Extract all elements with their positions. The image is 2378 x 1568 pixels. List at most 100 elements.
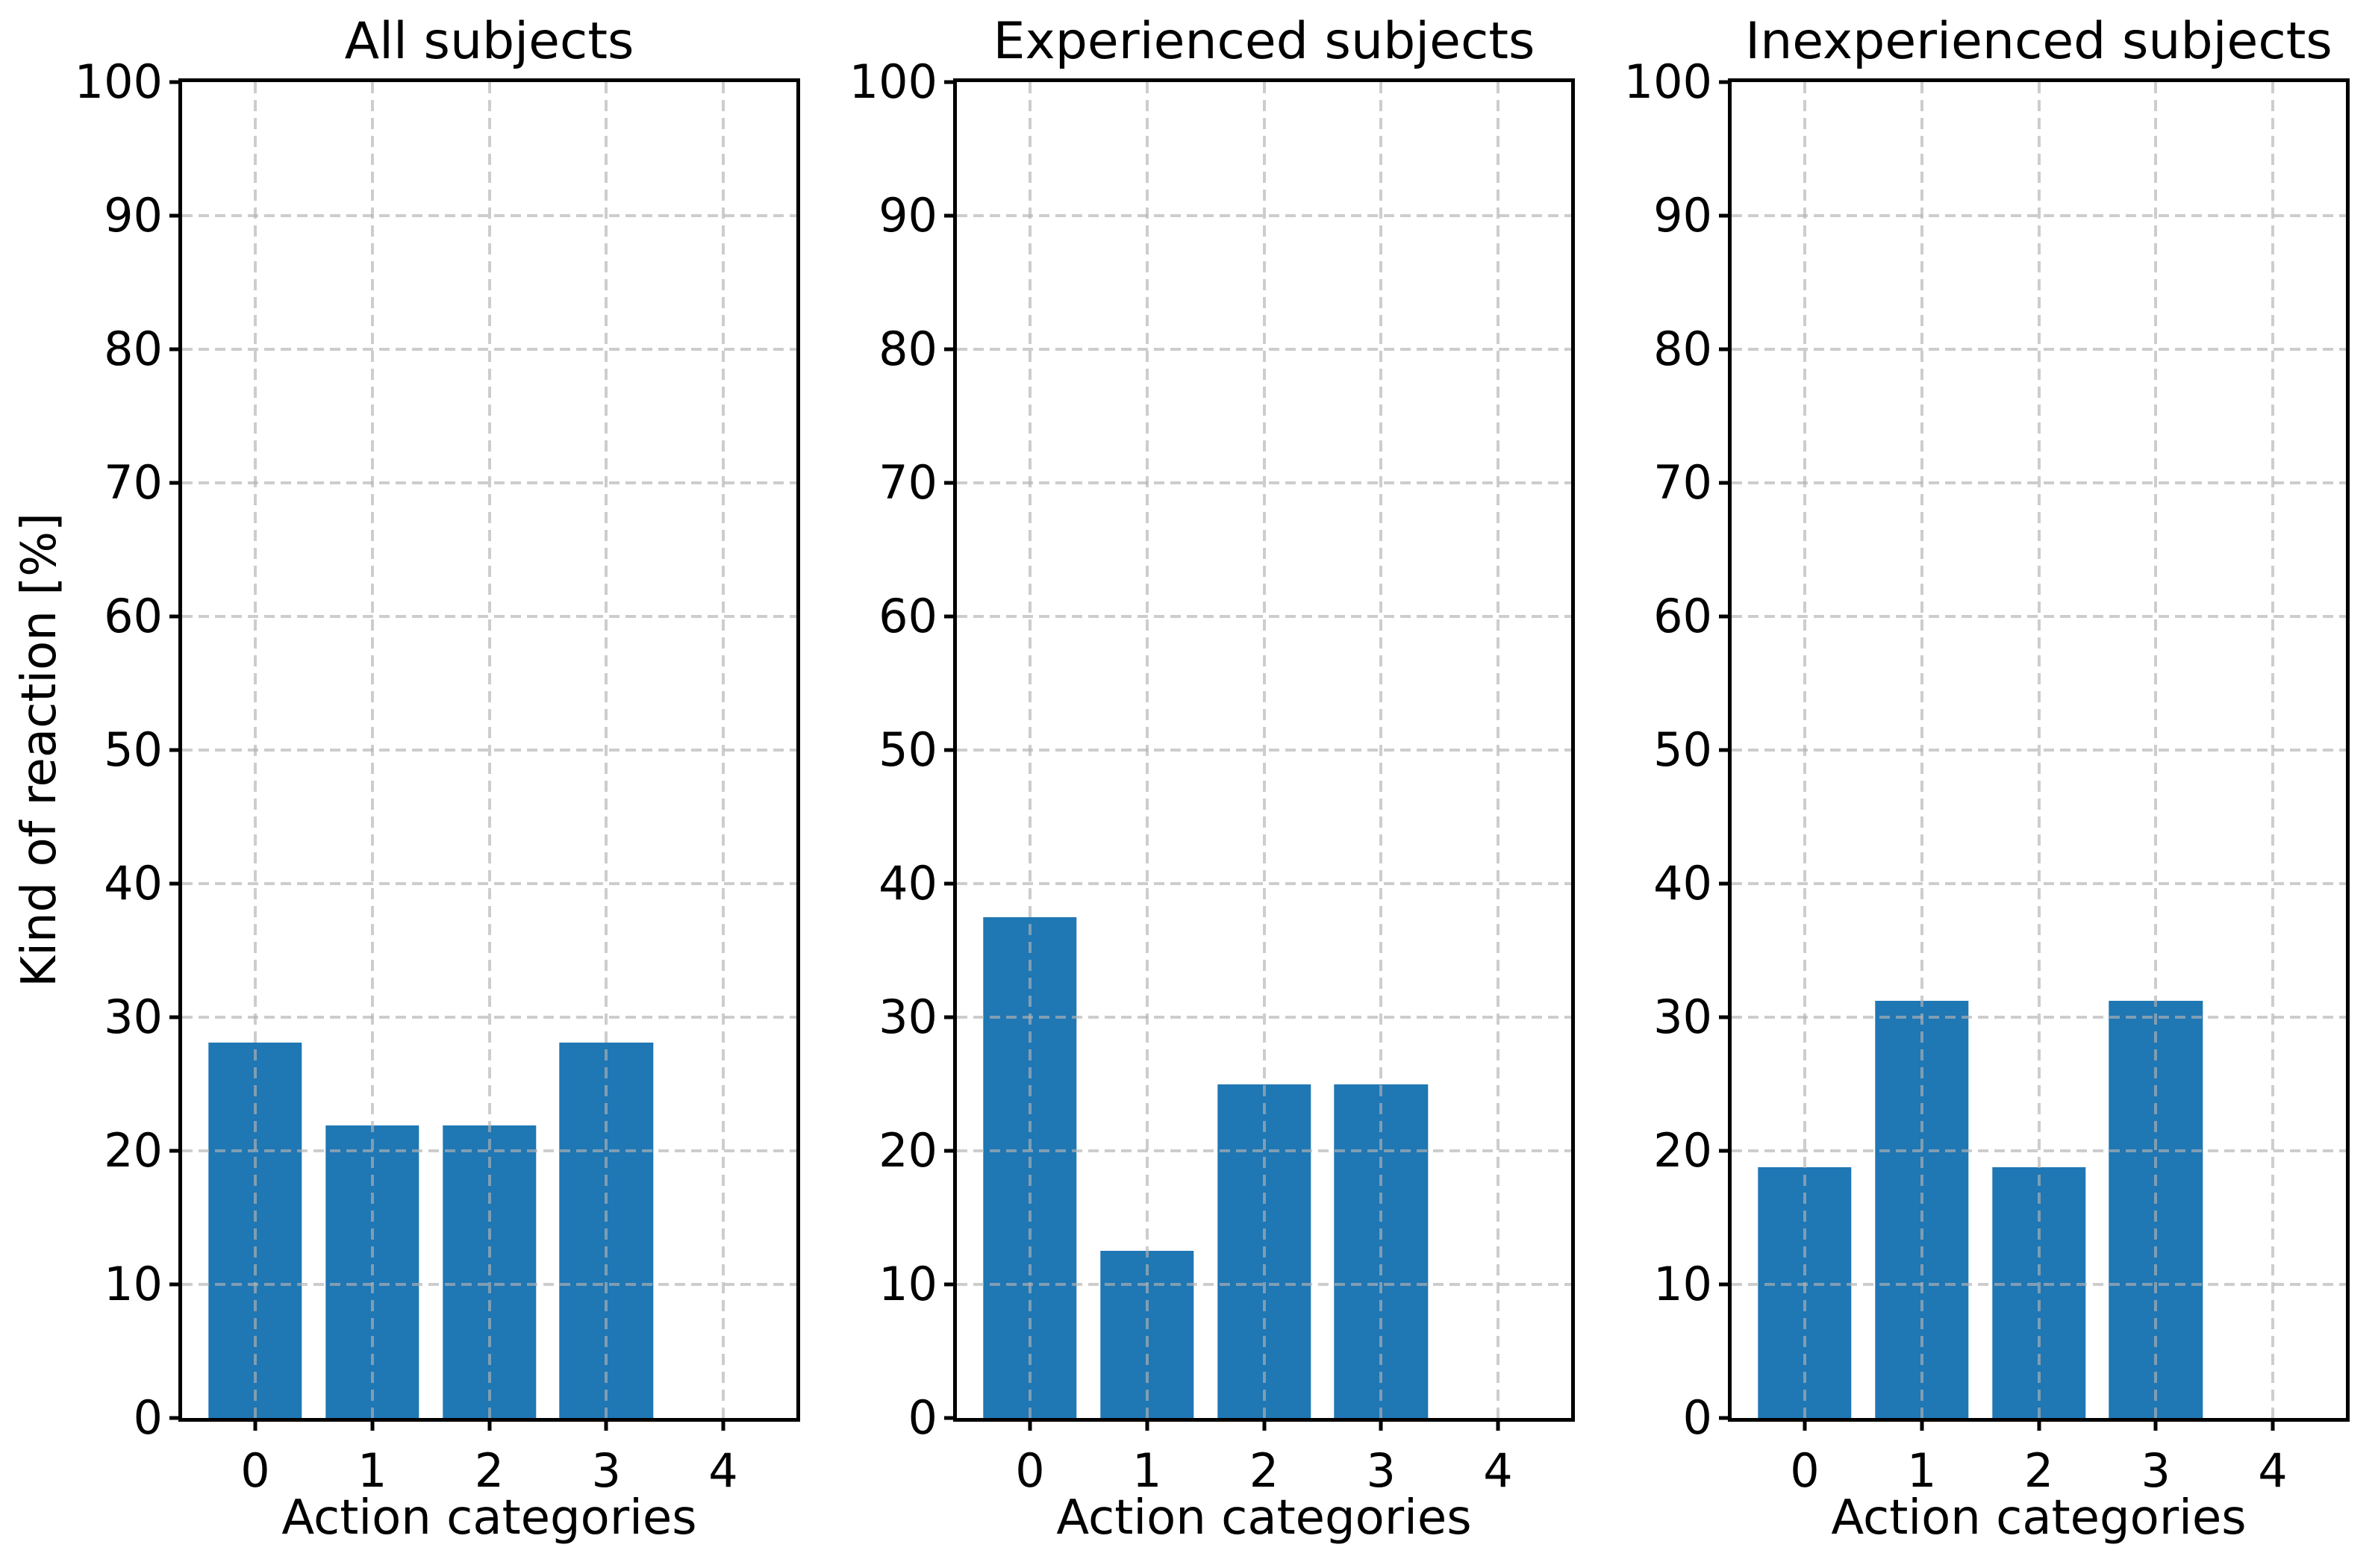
y-tick-mark bbox=[1719, 614, 1728, 619]
bar-category-3 bbox=[2109, 1000, 2203, 1418]
y-tick-mark bbox=[1719, 1416, 1728, 1420]
y-tick-mark bbox=[169, 1149, 178, 1153]
x-tick-label: 0 bbox=[1015, 1443, 1045, 1498]
y-tick-mark bbox=[944, 1149, 953, 1153]
x-tick-mark bbox=[253, 1422, 258, 1431]
y-tick-mark bbox=[1719, 347, 1728, 352]
x-tick-mark bbox=[1262, 1422, 1266, 1431]
y-tick-mark bbox=[169, 213, 178, 218]
x-tick-mark bbox=[1145, 1422, 1149, 1431]
horizontal-gridline bbox=[1732, 481, 2346, 484]
y-tick-mark bbox=[169, 1015, 178, 1019]
y-tick-mark bbox=[169, 614, 178, 619]
axes-all-subjects: All subjects Action categories Kind of r… bbox=[12, 16, 800, 1542]
bar-category-0 bbox=[1758, 1167, 1852, 1418]
bar-category-2 bbox=[1991, 1167, 2086, 1418]
y-tick-mark bbox=[944, 80, 953, 84]
y-tick-label: 0 bbox=[133, 1390, 163, 1445]
y-tick-label: 80 bbox=[104, 322, 163, 376]
y-tick-label: 100 bbox=[1623, 54, 1712, 109]
bar-category-0 bbox=[983, 916, 1077, 1418]
y-tick-mark bbox=[944, 614, 953, 619]
x-tick-mark bbox=[1803, 1422, 1807, 1431]
y-axis-label: Kind of reaction [%] bbox=[12, 82, 67, 1418]
bar-category-1 bbox=[1100, 1251, 1194, 1418]
y-tick-mark bbox=[169, 1416, 178, 1420]
horizontal-gridline bbox=[1732, 882, 2346, 885]
x-tick-label: 0 bbox=[240, 1443, 270, 1498]
y-tick-label: 0 bbox=[908, 1390, 937, 1445]
y-tick-label: 20 bbox=[1653, 1123, 1712, 1178]
plot-title: All subjects bbox=[344, 12, 634, 71]
y-tick-mark bbox=[944, 347, 953, 352]
x-tick-label: 1 bbox=[1132, 1443, 1162, 1498]
x-tick-label: 2 bbox=[474, 1443, 505, 1498]
y-tick-label: 80 bbox=[879, 322, 937, 376]
vertical-gridline bbox=[1497, 82, 1500, 1418]
horizontal-gridline bbox=[1732, 1016, 2346, 1019]
plot-title: Inexperienced subjects bbox=[1745, 12, 2332, 71]
horizontal-gridline bbox=[957, 882, 1571, 885]
horizontal-gridline bbox=[957, 749, 1571, 752]
horizontal-gridline bbox=[957, 481, 1571, 484]
x-tick-mark bbox=[1920, 1422, 1924, 1431]
y-tick-mark bbox=[944, 481, 953, 485]
horizontal-gridline bbox=[182, 749, 796, 752]
y-tick-mark bbox=[944, 213, 953, 218]
horizontal-gridline bbox=[957, 348, 1571, 351]
y-tick-label: 10 bbox=[104, 1257, 163, 1311]
y-tick-mark bbox=[944, 1282, 953, 1287]
y-tick-label: 90 bbox=[1653, 188, 1712, 243]
y-tick-mark bbox=[169, 881, 178, 886]
y-tick-label: 0 bbox=[1682, 1390, 1712, 1445]
y-axis-label-text: Kind of reaction [%] bbox=[12, 513, 67, 987]
y-tick-mark bbox=[169, 748, 178, 752]
y-tick-label: 60 bbox=[104, 589, 163, 643]
x-tick-mark bbox=[2271, 1422, 2275, 1431]
x-tick-label: 1 bbox=[358, 1443, 387, 1498]
x-tick-mark bbox=[604, 1422, 608, 1431]
horizontal-gridline bbox=[182, 882, 796, 885]
y-tick-label: 30 bbox=[1653, 990, 1712, 1044]
vertical-gridline bbox=[2271, 82, 2275, 1418]
x-axis-label: Action categories bbox=[281, 1490, 697, 1546]
y-tick-label: 60 bbox=[1653, 589, 1712, 643]
y-tick-mark bbox=[944, 1416, 953, 1420]
y-tick-mark bbox=[944, 1015, 953, 1019]
x-tick-mark bbox=[2153, 1422, 2158, 1431]
y-tick-mark bbox=[1719, 213, 1728, 218]
bar-category-2 bbox=[442, 1125, 537, 1418]
y-tick-mark bbox=[169, 80, 178, 84]
y-tick-mark bbox=[1719, 1015, 1728, 1019]
horizontal-gridline bbox=[182, 1016, 796, 1019]
horizontal-gridline bbox=[1732, 348, 2346, 351]
bar-category-1 bbox=[1875, 1000, 1969, 1418]
plot-title: Experienced subjects bbox=[993, 12, 1535, 71]
horizontal-gridline bbox=[957, 615, 1571, 618]
axes-inexperienced-subjects: Inexperienced subjects Action categories… bbox=[1624, 16, 2350, 1542]
x-tick-label: 0 bbox=[1790, 1443, 1820, 1498]
y-tick-label: 10 bbox=[879, 1257, 937, 1311]
horizontal-gridline bbox=[957, 214, 1571, 217]
horizontal-gridline bbox=[182, 615, 796, 618]
y-tick-mark bbox=[1719, 80, 1728, 84]
y-tick-mark bbox=[944, 881, 953, 886]
axes-experienced-subjects: Experienced subjects Action categories 0… bbox=[849, 16, 1575, 1542]
x-axis-label: Action categories bbox=[1056, 1490, 1472, 1546]
vertical-gridline bbox=[722, 82, 725, 1418]
bar-category-2 bbox=[1217, 1084, 1311, 1418]
y-tick-mark bbox=[169, 1282, 178, 1287]
bar-category-3 bbox=[559, 1042, 653, 1418]
horizontal-gridline bbox=[1732, 214, 2346, 217]
y-tick-label: 10 bbox=[1653, 1257, 1712, 1311]
x-tick-mark bbox=[487, 1422, 491, 1431]
y-tick-label: 20 bbox=[104, 1123, 163, 1178]
y-tick-label: 30 bbox=[879, 990, 937, 1044]
x-tick-label: 4 bbox=[708, 1443, 738, 1498]
horizontal-gridline bbox=[1732, 749, 2346, 752]
y-tick-label: 70 bbox=[879, 455, 937, 510]
y-tick-label: 40 bbox=[1653, 856, 1712, 910]
y-tick-label: 50 bbox=[1653, 722, 1712, 777]
y-tick-label: 70 bbox=[104, 455, 163, 510]
x-tick-mark bbox=[1028, 1422, 1032, 1431]
